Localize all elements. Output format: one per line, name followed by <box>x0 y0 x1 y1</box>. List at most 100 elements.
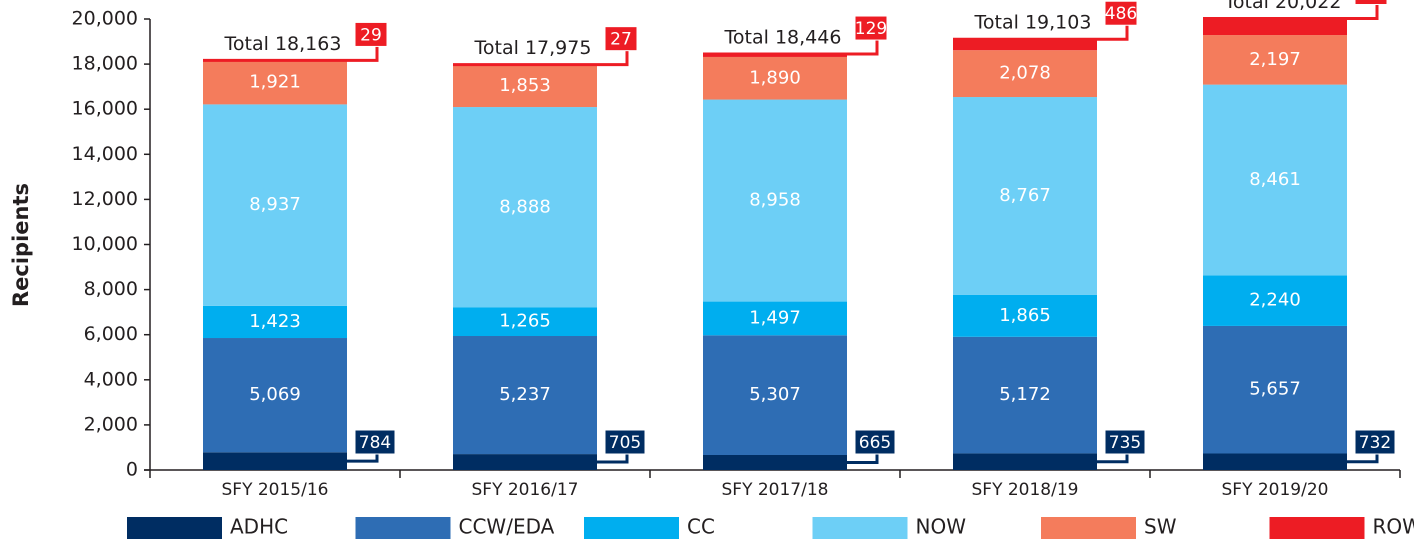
data-label: 8,461 <box>1249 169 1301 190</box>
total-label: Total 18,446 <box>724 27 842 49</box>
leader-line <box>347 454 379 463</box>
data-label: 2,240 <box>1249 290 1301 311</box>
bar-segment <box>203 305 347 339</box>
data-label: 5,237 <box>499 384 551 405</box>
legend-swatch <box>584 517 679 539</box>
data-label: 5,307 <box>749 384 801 405</box>
data-label: 27 <box>610 30 632 50</box>
bar-segment <box>1203 453 1347 470</box>
label-box <box>604 26 638 52</box>
legend-swatch <box>1041 517 1136 539</box>
total-label: Total 20,022 <box>1224 0 1342 13</box>
y-tick-label: 10,000 <box>72 233 138 255</box>
bar-segment <box>703 455 847 470</box>
data-label: 705 <box>609 433 641 453</box>
data-label: 129 <box>855 19 887 39</box>
bar-segment <box>453 336 597 455</box>
legend-label: ROW <box>1373 515 1414 539</box>
bar-segment <box>453 454 597 470</box>
data-label: 1,265 <box>499 311 551 332</box>
leader-line <box>453 50 629 67</box>
bar-segment <box>1203 325 1347 454</box>
legend-label: NOW <box>916 515 967 539</box>
label-box <box>854 429 896 455</box>
bar-segment <box>453 307 597 337</box>
leader-line <box>1347 454 1379 464</box>
data-label: 5,657 <box>1249 379 1301 400</box>
legend-label: SW <box>1144 515 1177 539</box>
bar-segment <box>453 65 597 108</box>
legend-swatch <box>812 517 908 539</box>
y-tick-label: 8,000 <box>84 278 138 300</box>
bar-segment <box>953 453 1097 470</box>
data-label: 8,937 <box>249 194 301 215</box>
y-tick-label: 14,000 <box>72 143 138 165</box>
x-tick-label: SFY 2015/16 <box>222 480 329 500</box>
bar-segment <box>1203 275 1347 326</box>
x-tick-label: SFY 2019/20 <box>1222 480 1329 500</box>
leader-line <box>703 40 879 56</box>
bar-segment <box>703 335 847 456</box>
leader-line <box>953 25 1129 41</box>
bar-segment <box>203 104 347 306</box>
x-tick-label: SFY 2017/18 <box>722 480 829 500</box>
data-label: 5,069 <box>249 384 301 405</box>
label-box <box>1104 429 1146 455</box>
y-tick-label: 4,000 <box>84 368 138 390</box>
bar-segment <box>953 50 1097 98</box>
data-label: 2,078 <box>999 63 1051 84</box>
bar-segment <box>203 61 347 105</box>
leader-line <box>1097 454 1129 464</box>
data-label: 1,497 <box>749 307 801 328</box>
data-label: 8,767 <box>999 185 1051 206</box>
data-label: 665 <box>859 433 891 453</box>
bar-segment <box>203 452 347 470</box>
data-label: 8,958 <box>749 190 801 211</box>
bar-segment <box>953 294 1097 337</box>
bar-segment <box>1203 18 1347 36</box>
data-label: 29 <box>360 25 382 45</box>
data-label: 1,853 <box>499 75 551 96</box>
y-axis-label: Recipients <box>9 183 33 307</box>
label-box <box>854 15 888 41</box>
y-tick-label: 18,000 <box>72 53 138 75</box>
data-label: 1,423 <box>249 311 301 332</box>
data-label: 5,172 <box>999 384 1051 405</box>
y-tick-label: 6,000 <box>84 323 138 345</box>
label-box <box>354 429 396 455</box>
bar-segment <box>953 336 1097 454</box>
bar-segment <box>703 56 847 100</box>
total-label: Total 19,103 <box>974 12 1092 34</box>
bar-segment <box>1203 35 1347 85</box>
label-box <box>604 429 646 455</box>
y-tick-label: 20,000 <box>72 8 138 30</box>
data-label: 735 <box>1355 0 1387 4</box>
bar-segment <box>1203 84 1347 276</box>
x-tick-label: SFY 2018/19 <box>972 480 1079 500</box>
y-tick-label: 0 <box>126 459 138 481</box>
x-tick-label: SFY 2016/17 <box>472 480 579 500</box>
data-label: 784 <box>359 433 391 453</box>
legend-label: ADHC <box>230 515 288 539</box>
legend-swatch <box>127 517 222 539</box>
bar-segment <box>453 107 597 308</box>
data-label: 735 <box>1109 433 1141 453</box>
total-label: Total 17,975 <box>474 37 592 59</box>
bar-segment <box>703 99 847 302</box>
label-box <box>354 21 388 47</box>
legend-label: CCW/EDA <box>459 515 555 539</box>
label-box <box>1354 429 1396 455</box>
leader-line <box>1203 4 1379 21</box>
data-label: 732 <box>1359 433 1391 453</box>
label-box <box>1104 0 1138 26</box>
data-label: 1,890 <box>749 67 801 88</box>
label-box <box>1354 0 1388 6</box>
data-label: 1,865 <box>999 305 1051 326</box>
bar-segment <box>953 39 1097 51</box>
data-label: 8,888 <box>499 196 551 217</box>
bar-segment <box>953 97 1097 295</box>
y-tick-label: 16,000 <box>72 98 138 120</box>
y-tick-label: 2,000 <box>84 413 138 435</box>
leader-line <box>847 454 879 465</box>
